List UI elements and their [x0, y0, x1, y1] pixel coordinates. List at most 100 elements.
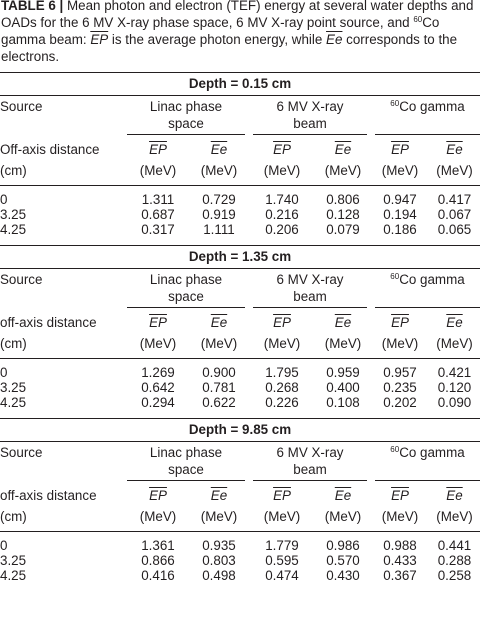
co-ee-cell: 0.288	[437, 553, 472, 568]
depth-section: Depth = 9.85 cm Source Linac phase space…	[0, 418, 480, 591]
co-ee-cell: 0.067	[437, 207, 472, 222]
data-table: Depth = 0.15 cm Source Linac phase space…	[0, 72, 480, 591]
xray-ep-cell: 0.216	[265, 207, 299, 222]
linac-header: Linac phase space	[127, 442, 249, 481]
linac-ee-cell: 0.498	[202, 568, 236, 583]
ee-symbol: Ee	[334, 488, 352, 503]
oad-label: off-axis distance	[0, 315, 97, 330]
co-ep-cell: 0.957	[383, 365, 417, 380]
table-row: 0 1.361 0.935 1.779 0.986 0.988 0.441	[0, 538, 480, 553]
xray-header: 6 MV X-ray beam	[245, 96, 375, 135]
unit-mev: (MeV)	[200, 163, 238, 178]
oad-cell: 3.25	[0, 553, 27, 568]
unit-mev: (MeV)	[436, 336, 473, 351]
oad-cell: 0	[0, 192, 8, 207]
co-ee-cell: 0.065	[437, 222, 472, 237]
xray-header-line1: 6 MV X-ray	[276, 272, 344, 287]
linac-ee-cell: 0.919	[202, 207, 236, 222]
xray-ep-cell: 1.779	[265, 538, 299, 553]
source-header: Source	[0, 99, 43, 114]
table-caption: TABLE 6 | Mean photon and electron (TEF)…	[0, 0, 480, 65]
table-label: TABLE 6 |	[1, 0, 64, 13]
co-ep-cell: 0.988	[383, 538, 417, 553]
oad-cell: 4.25	[0, 568, 27, 583]
unit-cm: (cm)	[0, 509, 27, 524]
oad-label: off-axis distance	[0, 488, 97, 503]
linac-header-line1: Linac phase	[149, 445, 223, 460]
xray-ee-cell: 0.986	[326, 538, 360, 553]
caption-text: corresponds to the electrons.	[1, 32, 458, 64]
ee-symbol: Ee	[326, 32, 343, 47]
linac-header-line2: space	[168, 289, 204, 304]
linac-header-line1: Linac phase	[149, 272, 223, 287]
xray-ep-cell: 0.474	[265, 568, 299, 583]
co-ep-cell: 0.367	[383, 568, 417, 583]
linac-ep-cell: 0.317	[141, 222, 175, 237]
linac-ee-cell: 0.781	[202, 380, 236, 395]
xray-header-line1: 6 MV X-ray	[276, 445, 344, 460]
linac-header-line1: Linac phase	[149, 99, 223, 114]
caption-text: Co gamma beam:	[1, 15, 440, 47]
section-table: Source Linac phase space 6 MV X-ray beam…	[0, 442, 480, 591]
ep-symbol: EP	[149, 315, 167, 330]
oad-label: Off-axis distance	[0, 142, 100, 157]
linac-ee-cell: 0.803	[202, 553, 236, 568]
xray-header-line1: 6 MV X-ray	[276, 99, 344, 114]
co-header-text: Co gamma	[399, 99, 465, 114]
table-row: 4.25 0.317 1.111 0.206 0.079 0.186 0.065	[0, 222, 480, 237]
oad-cell: 4.25	[0, 395, 27, 410]
table-row: 3.25 0.642 0.781 0.268 0.400 0.235 0.120	[0, 380, 480, 395]
co-header-text: Co gamma	[399, 272, 465, 287]
table-row: 4.25 0.294 0.622 0.226 0.108 0.202 0.090	[0, 395, 480, 410]
table-row: 0 1.269 0.900 1.795 0.959 0.957 0.421	[0, 365, 480, 380]
xray-header-line2: beam	[293, 289, 327, 304]
co-ep-cell: 0.433	[383, 553, 417, 568]
unit-mev: (MeV)	[436, 509, 473, 524]
xray-ee-cell: 0.430	[326, 568, 360, 583]
oad-cell: 3.25	[0, 380, 27, 395]
unit-mev: (MeV)	[381, 163, 419, 178]
unit-mev: (MeV)	[381, 509, 419, 524]
ee-symbol: Ee	[210, 315, 228, 330]
top-rule	[0, 72, 480, 73]
ee-symbol: Ee	[334, 315, 352, 330]
ee-symbol: Ee	[334, 142, 352, 157]
xray-ee-cell: 0.079	[326, 222, 360, 237]
unit-mev: (MeV)	[324, 509, 362, 524]
co-ee-cell: 0.441	[437, 538, 472, 553]
linac-ee-cell: 0.935	[202, 538, 236, 553]
co-ep-cell: 0.194	[383, 207, 417, 222]
ep-symbol: EP	[90, 32, 109, 47]
co-superscript: 60	[390, 99, 400, 108]
unit-cm: (cm)	[0, 163, 27, 178]
depth-title: Depth = 0.15 cm	[188, 76, 292, 91]
ep-symbol: EP	[149, 142, 167, 157]
unit-mev: (MeV)	[200, 509, 238, 524]
linac-ee-cell: 0.729	[202, 192, 236, 207]
co-ee-cell: 0.090	[437, 395, 472, 410]
xray-ep-cell: 1.740	[265, 192, 299, 207]
linac-header: Linac phase space	[127, 269, 249, 308]
top-rule	[0, 418, 480, 419]
unit-mev: (MeV)	[263, 336, 301, 351]
divider-rule	[0, 268, 480, 269]
oad-cell: 3.25	[0, 207, 27, 222]
ee-symbol: Ee	[210, 142, 228, 157]
xray-header-line2: beam	[293, 462, 327, 477]
table-row: 4.25 0.416 0.498 0.474 0.430 0.367 0.258	[0, 568, 480, 583]
ep-symbol: EP	[391, 142, 409, 157]
xray-ee-cell: 0.570	[326, 553, 360, 568]
co-ep-cell: 0.202	[383, 395, 417, 410]
co-ee-cell: 0.417	[437, 192, 472, 207]
linac-ep-cell: 1.361	[141, 538, 175, 553]
xray-ee-cell: 0.128	[326, 207, 360, 222]
xray-header: 6 MV X-ray beam	[245, 442, 375, 481]
linac-ep-cell: 0.866	[141, 553, 175, 568]
linac-ee-cell: 0.622	[202, 395, 236, 410]
linac-ep-cell: 1.311	[141, 192, 175, 207]
co-ep-cell: 0.947	[383, 192, 417, 207]
source-header: Source	[0, 272, 43, 287]
co-ee-cell: 0.421	[437, 365, 472, 380]
source-header: Source	[0, 445, 43, 460]
unit-mev: (MeV)	[436, 163, 473, 178]
